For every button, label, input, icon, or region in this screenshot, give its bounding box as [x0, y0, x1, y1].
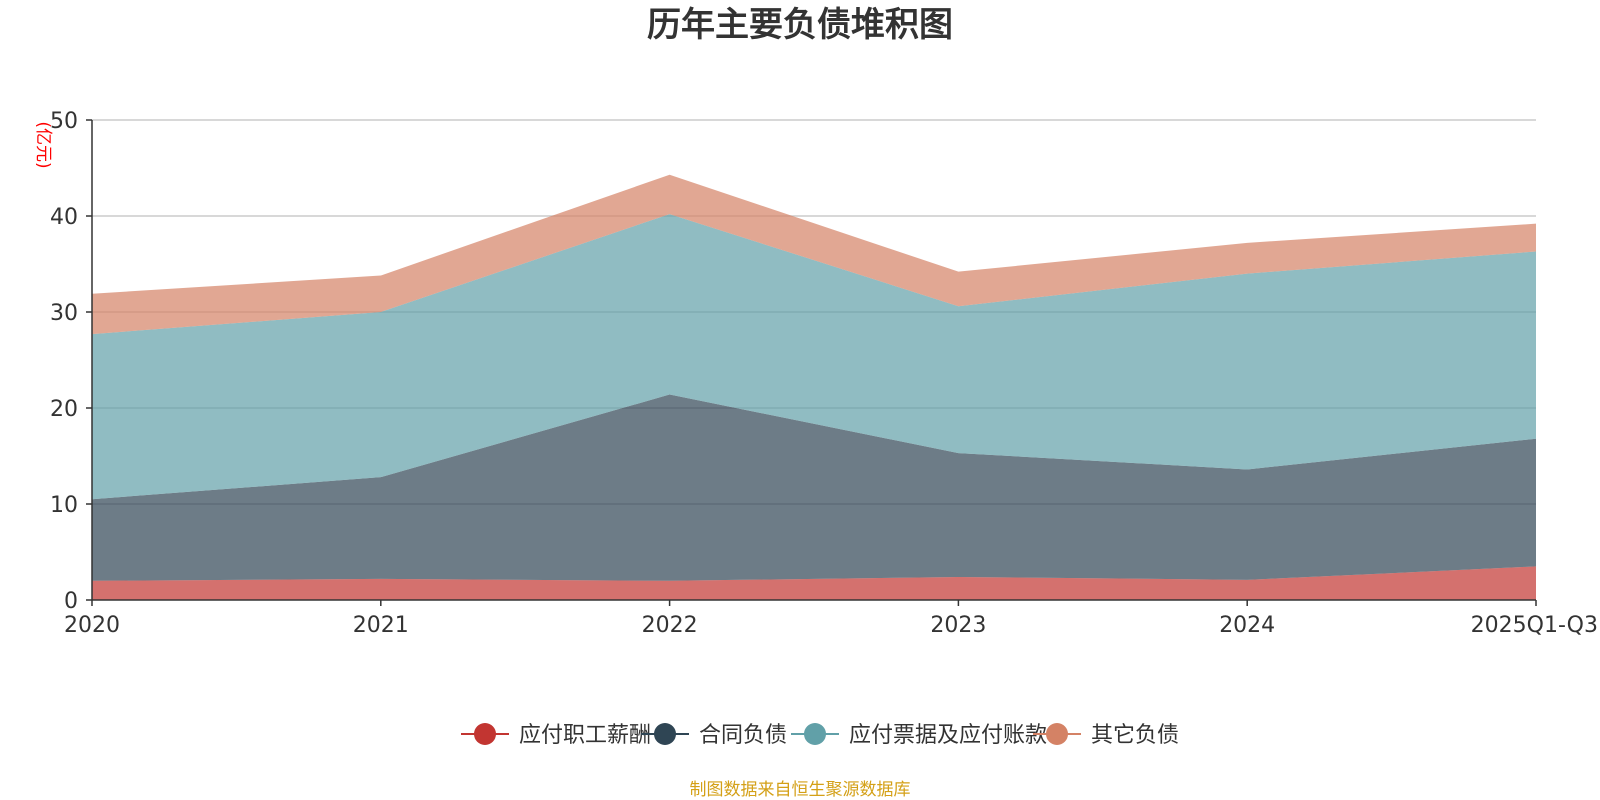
- legend-label: 应付职工薪酬: [519, 723, 651, 748]
- axes: 0 10 20 30 40 50 2020 2021 2022 2023 2024 2025Q1-Q3: [50, 109, 1598, 638]
- y-axis-unit-label: (亿元): [33, 121, 53, 168]
- legend-marker: [654, 723, 676, 745]
- area-series-1: [92, 394, 1536, 581]
- area-series-0: [92, 566, 1536, 600]
- y-tick-label: 10: [50, 493, 78, 518]
- legend-marker: [1046, 723, 1068, 745]
- source-note: 制图数据来自恒生聚源数据库: [690, 780, 911, 800]
- legend-item-2[interactable]: 应付票据及应付账款: [791, 723, 1047, 748]
- y-tick-label: 0: [64, 589, 78, 614]
- legend-marker: [804, 723, 826, 745]
- series-areas: [92, 174, 1536, 600]
- chart-title: 历年主要负债堆积图: [647, 5, 953, 45]
- x-tick-label: 2023: [930, 613, 986, 638]
- x-tick-label: 2021: [353, 613, 409, 638]
- legend-label: 应付票据及应付账款: [849, 723, 1047, 748]
- y-tick-label: 40: [50, 205, 78, 230]
- legend[interactable]: 应付职工薪酬 合同负债 应付票据及应付账款 其它负债: [461, 723, 1179, 748]
- x-tick-label: 2024: [1219, 613, 1275, 638]
- y-tick-label: 50: [50, 109, 78, 134]
- legend-marker: [474, 723, 496, 745]
- x-tick-label: 2025Q1-Q3: [1471, 613, 1598, 638]
- legend-label: 合同负债: [699, 723, 787, 748]
- y-tick-label: 30: [50, 301, 78, 326]
- x-tick-label: 2020: [64, 613, 120, 638]
- legend-label: 其它负债: [1091, 723, 1179, 748]
- area-series-3: [92, 174, 1536, 335]
- legend-item-1[interactable]: 合同负债: [641, 723, 787, 748]
- y-tick-label: 20: [50, 397, 78, 422]
- area-series-2: [92, 214, 1536, 500]
- legend-item-3[interactable]: 其它负债: [1033, 723, 1179, 748]
- x-tick-label: 2022: [642, 613, 698, 638]
- legend-item-0[interactable]: 应付职工薪酬: [461, 723, 651, 748]
